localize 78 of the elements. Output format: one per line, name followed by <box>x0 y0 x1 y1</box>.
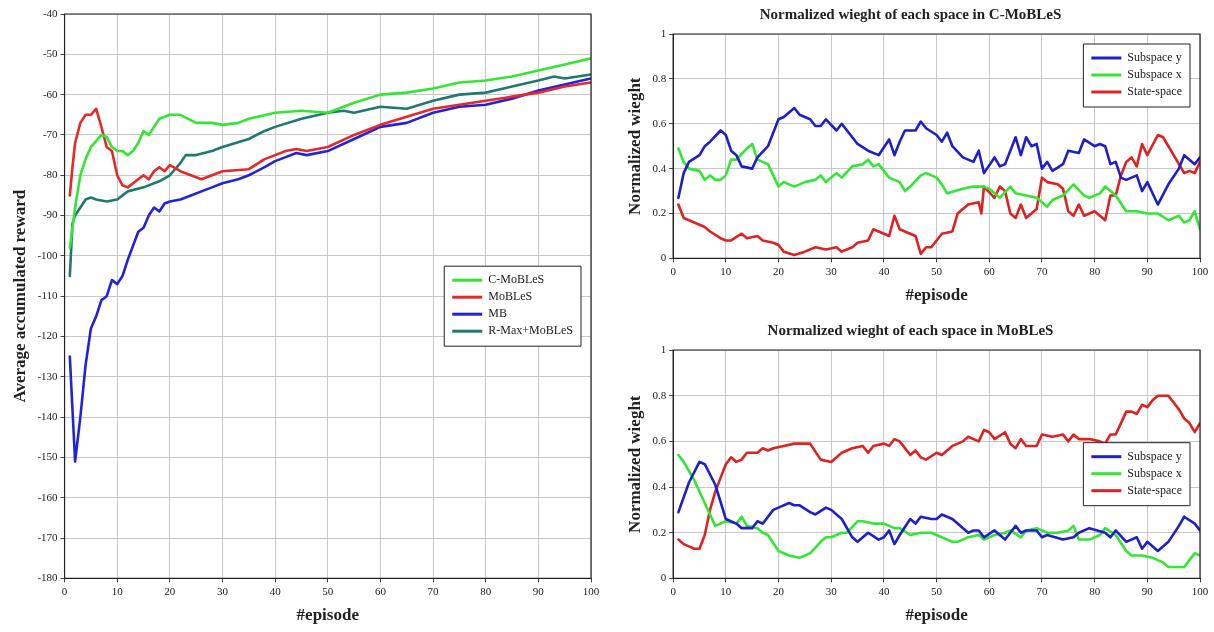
x-axis-title: #episode <box>905 285 969 305</box>
y-tick-label: -70 <box>42 127 59 140</box>
y-tick-label: 0.6 <box>652 116 667 129</box>
y-tick-label: 0.4 <box>652 479 667 492</box>
legend-label: R-Max+MoBLeS <box>488 323 574 338</box>
y-tick-label: -90 <box>42 208 59 221</box>
y-tick-label: 0.8 <box>652 388 667 401</box>
x-tick-label: 70 <box>1036 264 1048 277</box>
x-tick-label: 30 <box>825 584 838 597</box>
x-axis-title: #episode <box>905 605 969 625</box>
legend-label: State-space <box>1127 482 1182 497</box>
x-tick-label: 100 <box>582 584 600 597</box>
x-tick-label: 10 <box>720 584 732 597</box>
y-tick-label: -100 <box>37 248 59 261</box>
y-tick-label: -50 <box>42 47 59 60</box>
y-tick-label: 0.2 <box>652 525 667 538</box>
chart-title: Normalized wieght of each space in MoBLeS <box>767 321 1054 338</box>
y-tick-label: -60 <box>42 87 59 100</box>
x-tick-label: 80 <box>1089 264 1101 277</box>
legend-label: Subspace x <box>1127 465 1182 480</box>
y-tick-label: -140 <box>37 410 59 423</box>
x-tick-label: 80 <box>480 584 492 597</box>
x-tick-label: 20 <box>164 584 176 597</box>
y-tick-label: 0.4 <box>652 161 667 174</box>
x-tick-label: 20 <box>773 584 785 597</box>
x-tick-label: 80 <box>1089 584 1101 597</box>
y-tick-label: 1 <box>660 26 667 39</box>
legend-label: MoBLeS <box>488 289 533 304</box>
y-tick-label: 0 <box>660 571 667 584</box>
x-tick-label: 40 <box>269 584 282 597</box>
y-tick-label: -120 <box>37 329 59 342</box>
x-tick-label: 60 <box>983 264 996 277</box>
y-tick-label: -150 <box>37 450 59 463</box>
x-tick-label: 70 <box>427 584 440 597</box>
legend-label: C-MoBLeS <box>488 272 545 287</box>
legend-label: Subspace x <box>1127 67 1182 82</box>
x-tick-label: 60 <box>374 584 387 597</box>
x-axis-title: #episode <box>296 605 360 625</box>
y-tick-label: 0.8 <box>652 71 667 84</box>
x-tick-label: 40 <box>878 264 890 277</box>
x-tick-label: 50 <box>931 264 943 277</box>
legend-label: MB <box>488 306 507 321</box>
x-tick-label: 0 <box>61 584 68 597</box>
y-tick-label: -110 <box>37 289 59 302</box>
y-axis-title: Average accumulated reward <box>9 189 29 403</box>
y-tick-label: -170 <box>37 530 59 543</box>
x-tick-label: 90 <box>532 584 545 597</box>
x-tick-label: 70 <box>1036 584 1048 597</box>
x-tick-label: 10 <box>111 584 124 597</box>
x-tick-label: 50 <box>322 584 334 597</box>
y-tick-label: 0 <box>660 251 667 264</box>
legend-label: Subspace y <box>1127 50 1182 65</box>
x-tick-label: 0 <box>670 264 677 277</box>
y-tick-label: -160 <box>37 490 59 503</box>
y-axis-title: Normalized wieght <box>624 395 644 533</box>
x-tick-label: 100 <box>1191 584 1209 597</box>
y-tick-label: -130 <box>37 369 59 382</box>
y-tick-label: 0.6 <box>652 434 667 447</box>
x-tick-label: 10 <box>720 264 732 277</box>
x-tick-label: 20 <box>773 264 785 277</box>
x-tick-label: 100 <box>1191 264 1209 277</box>
y-tick-label: -80 <box>42 168 59 181</box>
x-tick-label: 40 <box>878 584 890 597</box>
x-tick-label: 50 <box>931 584 943 597</box>
y-axis-title: Normalized wieght <box>624 77 644 215</box>
x-tick-label: 30 <box>825 264 838 277</box>
x-tick-label: 60 <box>983 584 996 597</box>
chart-title: Normalized wieght of each space in C-MoBLeS <box>759 5 1062 22</box>
y-tick-label: -40 <box>42 6 59 19</box>
legend-label: State-space <box>1127 84 1182 99</box>
legend-label: Subspace y <box>1127 448 1182 463</box>
x-tick-label: 90 <box>1141 264 1154 277</box>
x-tick-label: 0 <box>670 584 677 597</box>
x-tick-label: 90 <box>1141 584 1154 597</box>
y-tick-label: -180 <box>37 571 59 584</box>
y-tick-label: 0.2 <box>652 206 667 219</box>
y-tick-label: 1 <box>660 342 667 355</box>
x-tick-label: 30 <box>216 584 229 597</box>
